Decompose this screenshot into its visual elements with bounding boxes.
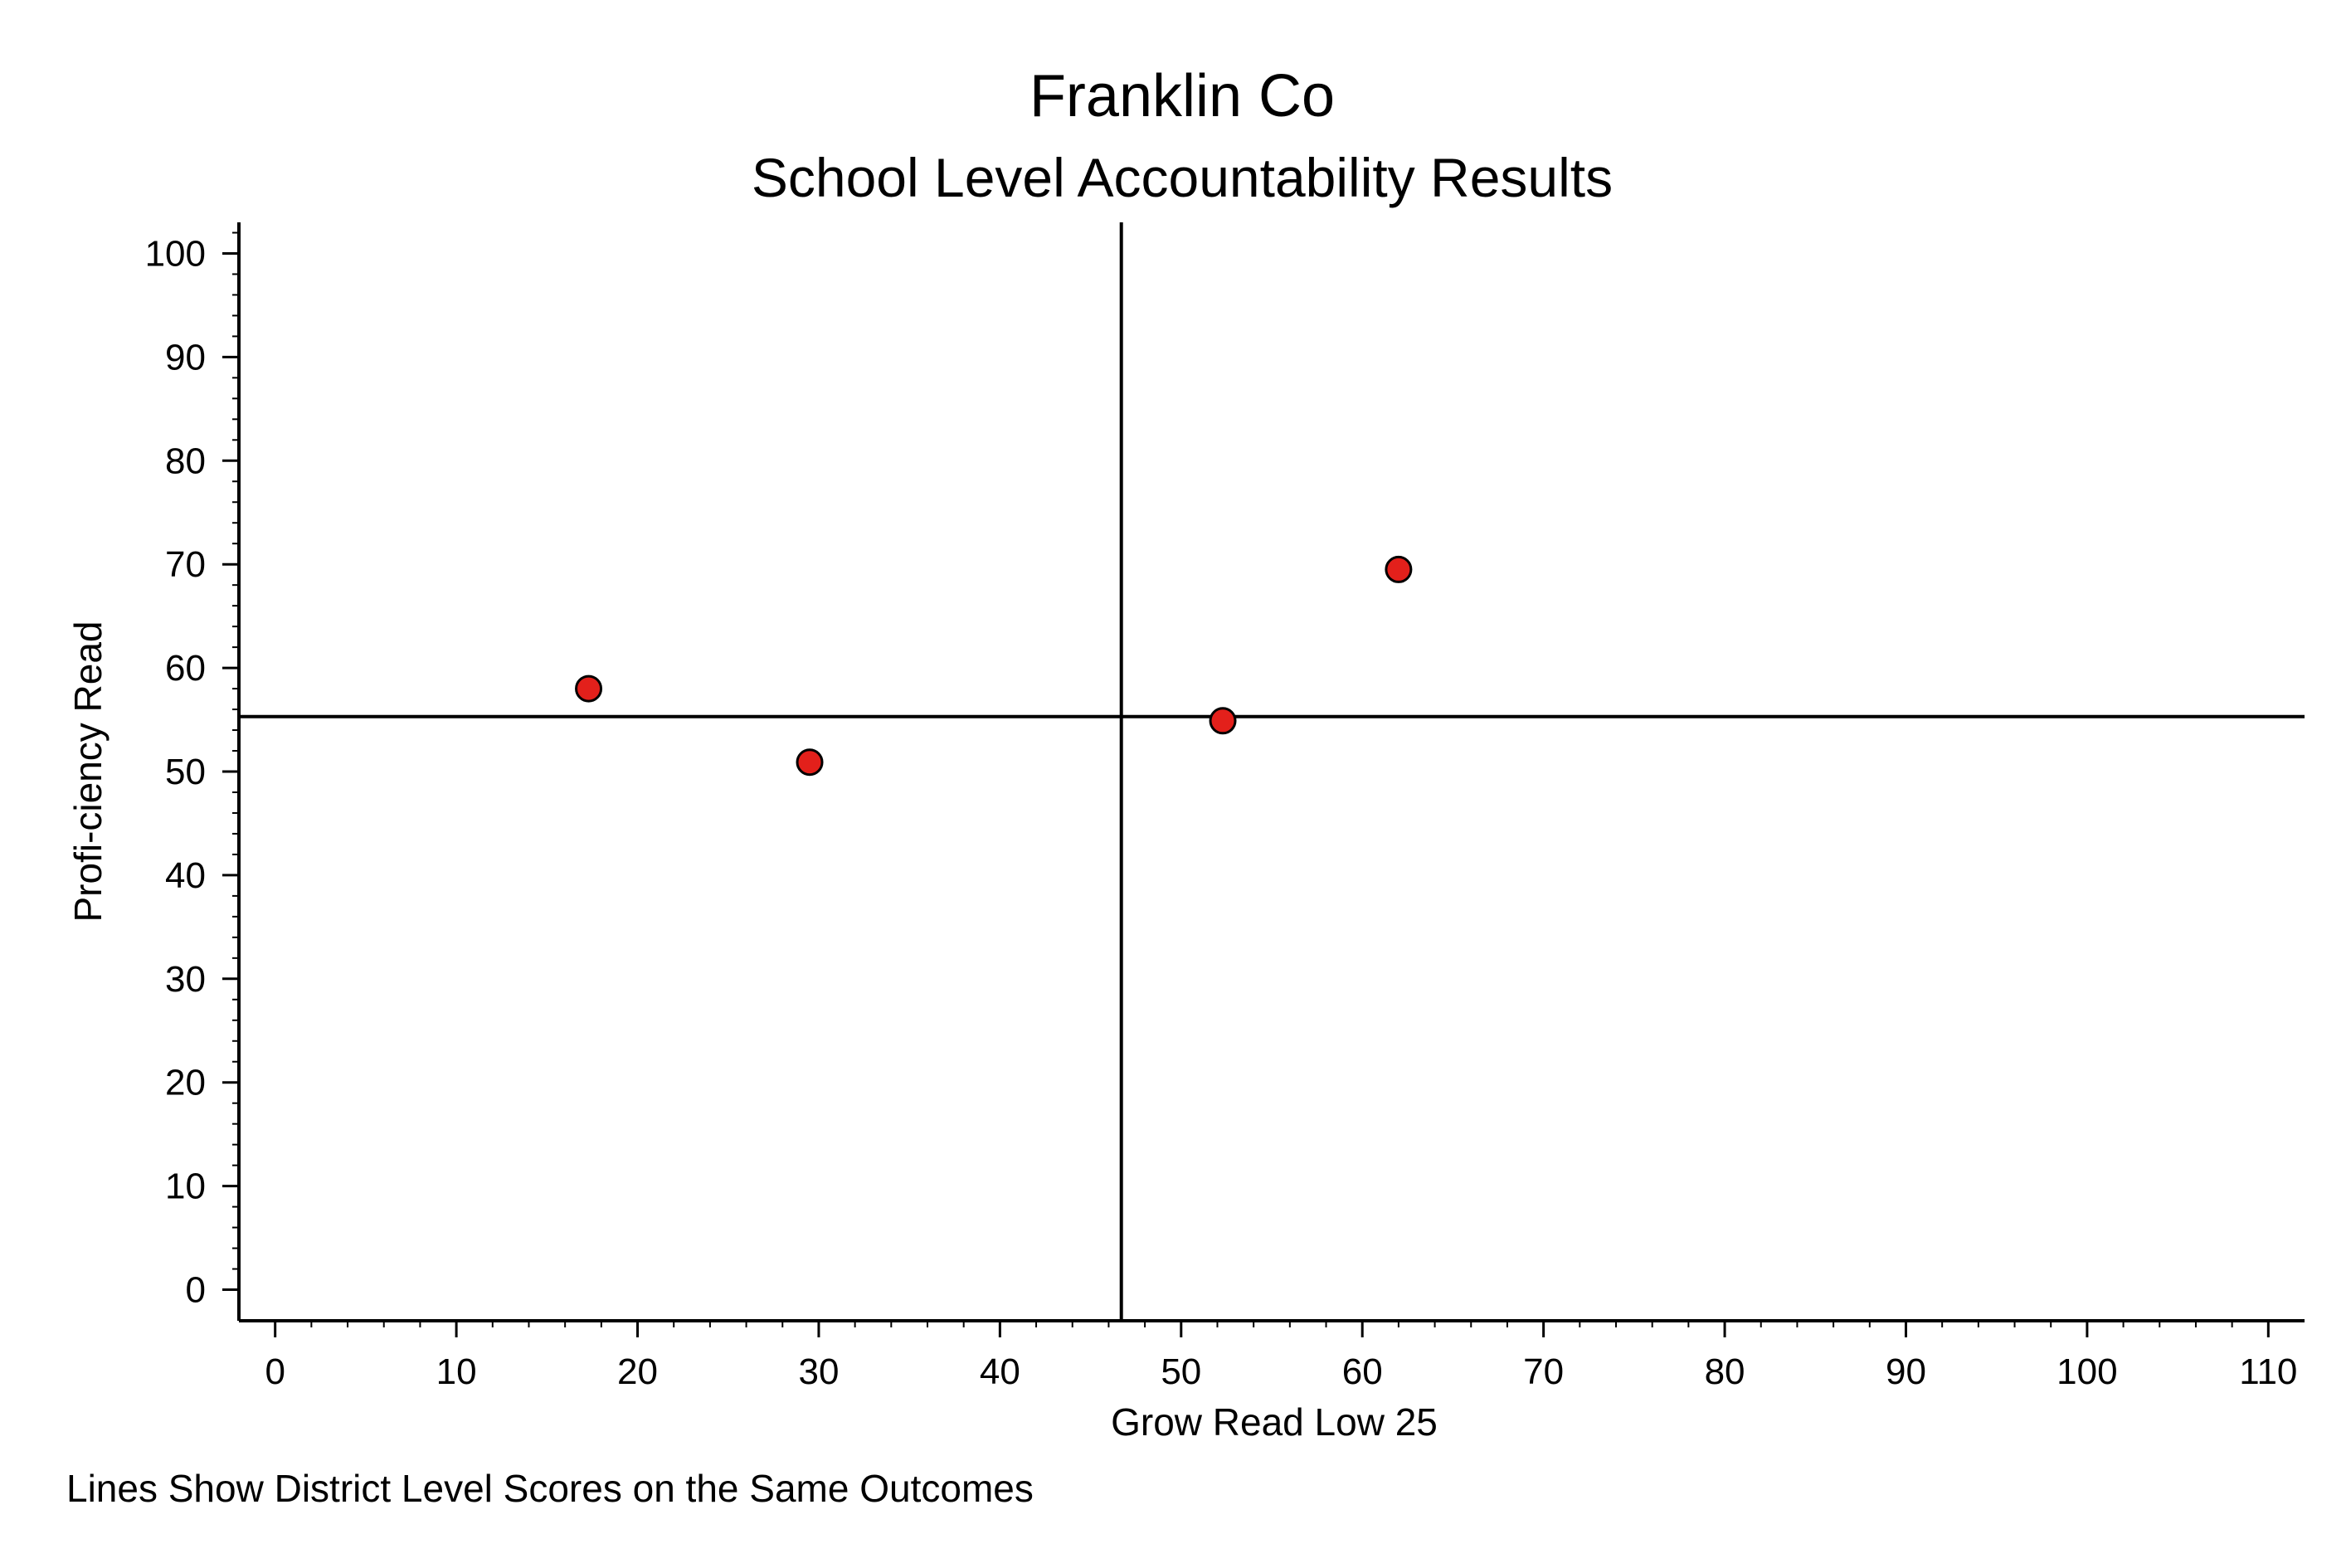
- y-tick-label: 90: [165, 337, 206, 377]
- y-tick-label: 80: [165, 441, 206, 481]
- x-tick-label: 50: [1161, 1351, 1201, 1392]
- y-tick-label: 0: [186, 1270, 206, 1311]
- x-tick-label: 110: [2239, 1351, 2297, 1392]
- y-tick-label: 40: [165, 855, 206, 896]
- x-tick-label: 10: [436, 1351, 477, 1392]
- x-tick-label: 30: [798, 1351, 839, 1392]
- data-point: [796, 748, 824, 777]
- data-point: [1209, 707, 1237, 735]
- chart-title: Franklin Co: [1029, 63, 1335, 129]
- y-tick-label: 20: [165, 1063, 206, 1103]
- y-tick-label: 70: [165, 544, 206, 585]
- y-tick-label: 100: [145, 233, 206, 274]
- x-axis-title: Grow Read Low 25: [1111, 1400, 1438, 1444]
- chart-note: Lines Show District Level Scores on the …: [66, 1467, 1034, 1510]
- x-tick-label: 40: [980, 1351, 1020, 1392]
- x-tick-label: 100: [2057, 1351, 2117, 1392]
- y-axis-title: Profi-ciency Read: [66, 621, 110, 922]
- x-tick-label: 90: [1886, 1351, 1926, 1392]
- x-tick-label: 0: [265, 1351, 285, 1392]
- y-tick-label: 50: [165, 752, 206, 792]
- x-tick-label: 60: [1342, 1351, 1383, 1392]
- y-tick-label: 30: [165, 959, 206, 1000]
- x-tick-label: 80: [1705, 1351, 1745, 1392]
- y-tick-label: 10: [165, 1166, 206, 1207]
- x-tick-label: 20: [617, 1351, 658, 1392]
- y-tick-label: 60: [165, 648, 206, 689]
- chart-subtitle: School Level Accountability Results: [752, 147, 1613, 208]
- x-tick-label: 70: [1523, 1351, 1564, 1392]
- data-point: [575, 674, 603, 703]
- plot-area: 0 10 20 30 40 50 60 70 80 90 100 110 0 10 20 30 40 50 60 70…: [145, 222, 2305, 1392]
- data-point: [1385, 555, 1413, 583]
